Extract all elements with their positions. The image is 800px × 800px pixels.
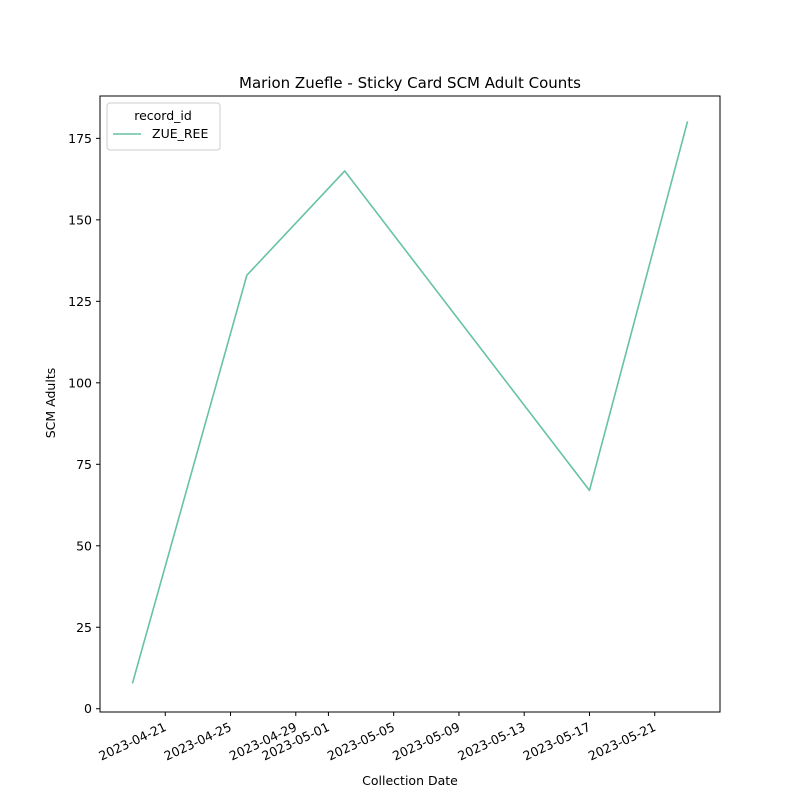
x-tick-label: 2023-04-25	[162, 719, 234, 763]
plot-area	[131, 121, 689, 684]
y-tick-label: 125	[68, 294, 92, 309]
x-tick-label: 2023-05-13	[455, 719, 527, 763]
y-tick-label: 50	[76, 538, 92, 553]
x-tick-label: 2023-05-17	[521, 719, 593, 763]
legend-title: record_id	[134, 108, 192, 123]
plot-frame	[99, 95, 721, 713]
y-tick-label: 175	[68, 131, 92, 146]
y-tick-label: 75	[76, 457, 92, 472]
x-axis-label: Collection Date	[362, 773, 458, 788]
x-tick-label: 2023-04-21	[96, 719, 168, 763]
chart-title: Marion Zuefle - Sticky Card SCM Adult Co…	[239, 74, 581, 92]
y-tick-label: 150	[68, 212, 92, 227]
series-line-0	[131, 121, 689, 684]
y-tick-label: 0	[84, 701, 92, 716]
y-tick-label: 25	[76, 620, 92, 635]
legend-entry-label: ZUE_REE	[152, 126, 208, 141]
x-tick-label: 2023-05-21	[586, 719, 658, 763]
legend-box	[106, 102, 221, 151]
y-tick-label: 100	[68, 375, 92, 390]
x-tick-label: 2023-05-09	[390, 719, 462, 763]
x-tick-label: 2023-05-05	[325, 719, 397, 763]
legend: record_id ZUE_REE	[106, 102, 221, 151]
y-axis-label: SCM Adults	[43, 368, 58, 439]
